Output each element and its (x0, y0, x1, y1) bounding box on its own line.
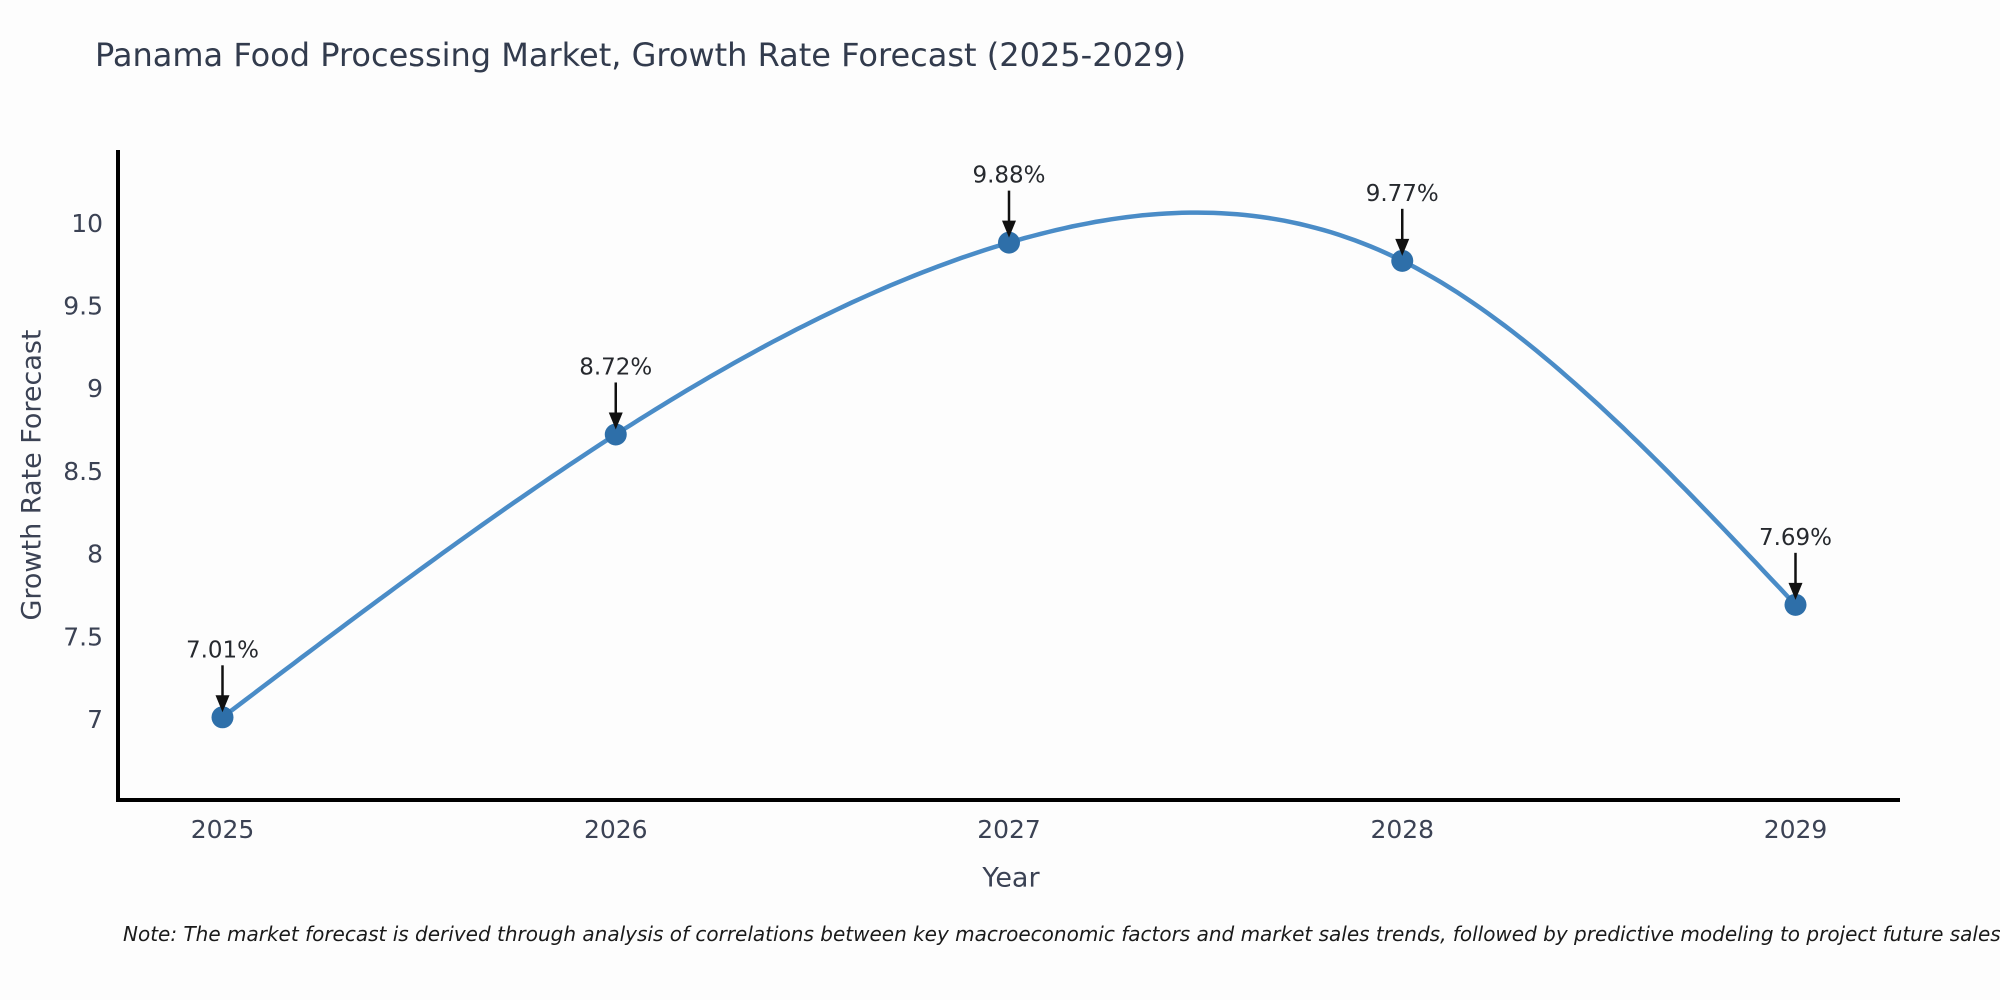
data-point-marker (1784, 593, 1807, 616)
annotation-arrowhead (608, 412, 623, 430)
y-tick-label: 8 (87, 540, 103, 569)
annotation-label: 8.72% (579, 354, 652, 380)
annotation-label: 7.01% (186, 637, 259, 663)
chart-title: Panama Food Processing Market, Growth Ra… (95, 36, 1187, 74)
x-tick-label: 2026 (584, 815, 648, 844)
y-tick-label: 10 (71, 209, 103, 238)
annotation-arrowhead (1395, 238, 1410, 256)
y-tick-label: 9 (87, 374, 103, 403)
x-axis-title: Year (982, 862, 1040, 894)
x-tick-label: 2029 (1764, 815, 1828, 844)
x-tick-label: 2027 (977, 815, 1041, 844)
data-point-marker (1391, 249, 1414, 272)
forecast-line (220, 210, 1798, 720)
x-tick-label: 2025 (191, 815, 255, 844)
y-tick-label: 9.5 (63, 291, 103, 320)
annotation-label: 9.77% (1366, 181, 1439, 207)
annotation-arrowhead (1788, 582, 1803, 600)
annotation-label: 9.88% (972, 163, 1045, 189)
x-tick-label: 2028 (1370, 815, 1434, 844)
data-point-marker (211, 706, 234, 729)
y-tick-label: 8.5 (63, 457, 103, 486)
y-tick-label: 7 (87, 705, 103, 734)
annotation-arrowhead (215, 695, 230, 713)
data-point-marker (998, 231, 1020, 254)
data-point-marker (604, 423, 627, 446)
annotation-label: 7.69% (1759, 525, 1832, 551)
footnote: Note: The market forecast is derived thr… (123, 922, 2000, 946)
annotation-arrowhead (1002, 220, 1016, 238)
y-axis-title: Growth Rate Forecast (16, 329, 48, 621)
y-tick-label: 7.5 (63, 622, 103, 651)
